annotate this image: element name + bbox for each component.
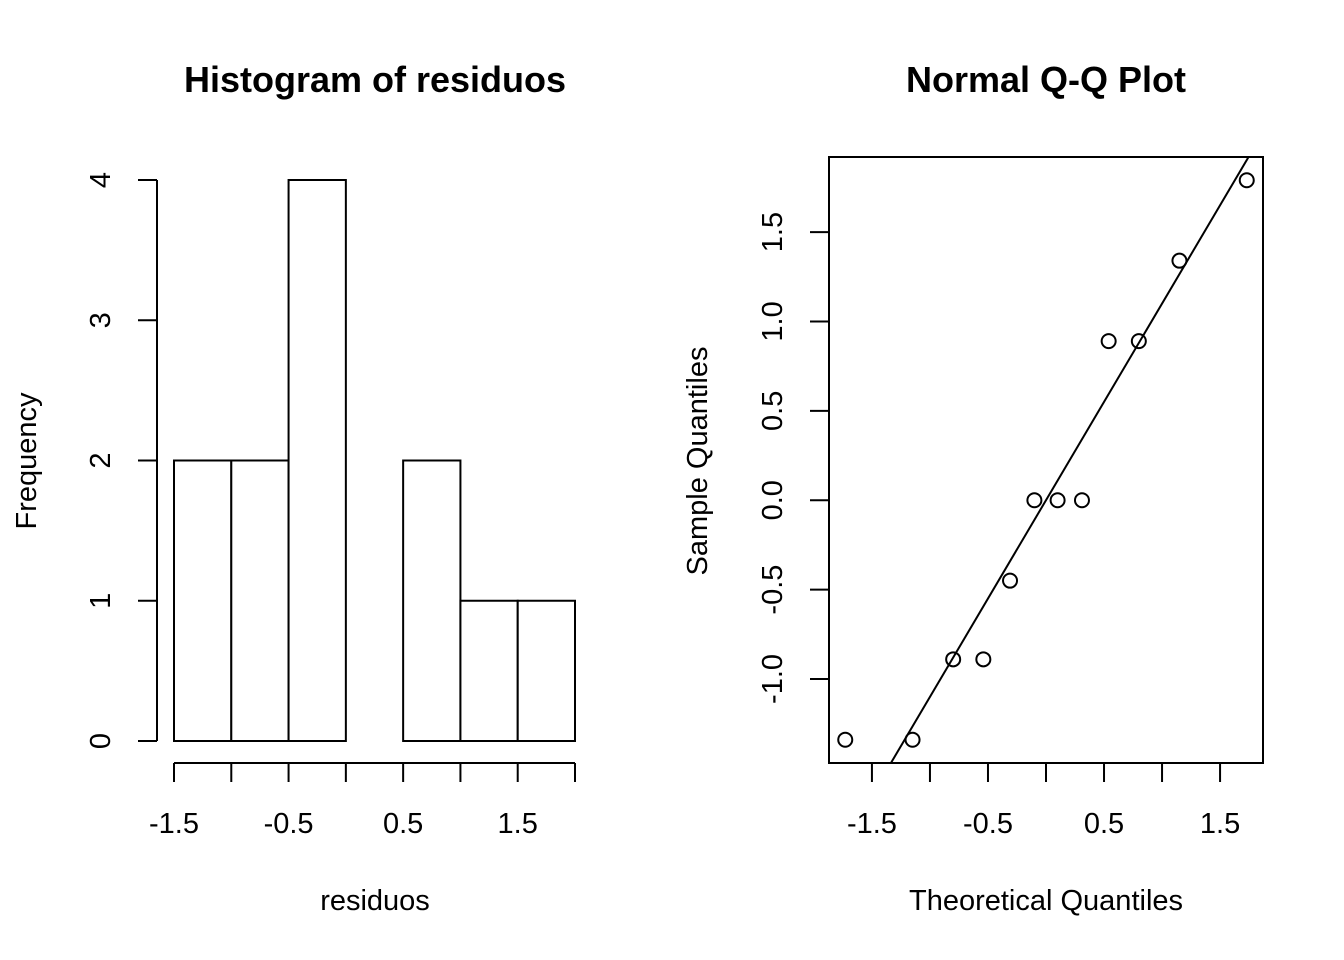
qq-points [837,172,1255,748]
histogram-bar [516,599,577,742]
histogram-y-tick-label: 1 [85,593,117,609]
qq-x-tick-label: -0.5 [963,808,1013,840]
histogram-x-tick-label: -0.5 [264,808,314,840]
qq-x-tick-label: 1.5 [1200,808,1240,840]
qq-point [1026,492,1043,509]
qq-point [1238,172,1255,189]
histogram-title: Histogram of residuos [184,59,566,100]
qq-point [1171,252,1188,269]
qq-y-tick-label: -0.5 [757,565,789,615]
qq-point [1073,492,1090,509]
histogram-bar [173,459,233,742]
qq-x-tick-label: -1.5 [847,808,897,840]
histogram-y-tick-label: 0 [85,733,117,749]
histogram-y-tick-label: 3 [85,312,117,328]
histogram-y-axis: 0 1 2 3 4 [85,172,158,749]
qq-point [1049,492,1066,509]
qq-y-tick-label: -1.0 [757,654,789,704]
qq-plot-x-axis: -1.5 -0.5 0.5 1.5 [847,762,1240,840]
histogram-x-tick-label: -1.5 [149,808,199,840]
qq-plot-x-axis-label: Theoretical Quantiles [909,885,1183,917]
qq-y-tick-label: 0.5 [757,391,789,431]
histogram-bar [230,459,290,742]
qq-y-tick-label: 1.0 [757,301,789,341]
qq-point [1002,572,1019,589]
histogram-y-tick-label: 2 [85,452,117,468]
qq-y-tick-label: 0.0 [757,480,789,520]
histogram-bar [402,459,462,742]
qq-plot-y-axis-label: Sample Quantiles [682,347,714,576]
histogram-panel: Histogram of residuos residuos Frequency… [11,59,577,917]
qq-plot-panel: Normal Q-Q Plot Theoretical Quantiles Sa… [682,59,1264,917]
qq-point [1100,333,1117,350]
histogram-x-axis: -1.5 -0.5 0.5 1.5 [149,762,576,840]
histogram-x-axis-label: residuos [320,885,430,917]
qq-point [945,651,962,668]
histogram-bars [173,179,577,742]
histogram-bar [287,179,347,742]
qq-point [975,651,992,668]
qq-plot-y-axis: -1.0 -0.5 0.0 0.5 1.0 1.5 [757,212,830,704]
histogram-y-tick-label: 4 [85,172,117,188]
histogram-x-tick-label: 1.5 [498,808,538,840]
histogram-y-axis-label: Frequency [11,392,43,530]
qq-plot-frame [828,156,1264,764]
qq-point [1130,333,1147,350]
qq-point [837,731,854,748]
qq-y-tick-label: 1.5 [757,212,789,252]
qq-point [904,731,921,748]
histogram-bar [459,599,519,742]
qq-x-tick-label: 0.5 [1084,808,1124,840]
qq-plot-title: Normal Q-Q Plot [906,59,1186,100]
histogram-x-tick-label: 0.5 [383,808,423,840]
